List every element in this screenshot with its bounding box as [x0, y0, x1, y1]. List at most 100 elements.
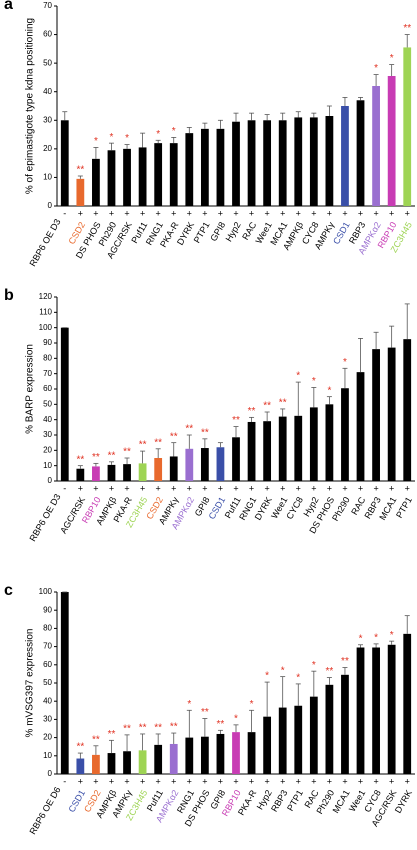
sign: + [389, 776, 394, 786]
y-tick-label: 30 [43, 430, 52, 439]
significance: * [327, 385, 331, 396]
y-tick-label: 30 [43, 115, 52, 124]
y-tick-label: 30 [43, 715, 52, 724]
y-tick-label: 40 [43, 696, 52, 705]
sign: + [124, 776, 129, 786]
bar [76, 758, 85, 774]
significance: ** [108, 729, 116, 740]
bar [200, 448, 209, 481]
significance: ** [201, 427, 209, 438]
y-tick-label: 60 [43, 30, 52, 39]
bar [232, 121, 240, 206]
bar [154, 744, 163, 774]
bar [60, 592, 69, 774]
y-tick-label: 100 [39, 323, 53, 332]
sign: + [327, 776, 332, 786]
sign: + [124, 208, 129, 218]
significance: ** [403, 23, 411, 34]
bar [341, 388, 349, 481]
significance: ** [170, 431, 178, 442]
bar [92, 466, 100, 481]
sign: - [63, 776, 66, 786]
y-tick-label: 0 [48, 769, 53, 778]
y-tick-label: 0 [48, 201, 53, 210]
bar [263, 421, 272, 481]
bar [341, 674, 349, 774]
bar [294, 705, 303, 774]
significance: ** [123, 447, 131, 458]
bar [403, 47, 412, 206]
bar [372, 86, 380, 206]
significance: * [296, 673, 300, 684]
bar [403, 633, 412, 774]
sign: + [373, 483, 378, 493]
y-tick-label: 70 [43, 369, 52, 378]
sign: + [156, 483, 161, 493]
sign: + [156, 208, 161, 218]
significance: * [281, 665, 285, 676]
significance: ** [92, 452, 100, 463]
y-tick-label: 20 [43, 733, 52, 742]
bar [356, 100, 365, 206]
panel-label: a [4, 0, 13, 13]
significance: * [156, 129, 160, 140]
bar [403, 339, 412, 481]
bar [356, 647, 365, 774]
bar [247, 421, 256, 481]
bar [216, 128, 225, 206]
bar [185, 737, 194, 774]
bar [185, 133, 194, 206]
significance: ** [201, 707, 209, 718]
bar [372, 647, 380, 774]
sign: + [218, 208, 223, 218]
sign: + [358, 208, 363, 218]
bar [309, 407, 318, 481]
bar [278, 416, 287, 481]
y-tick-label: 70 [43, 1, 52, 10]
significance: ** [123, 724, 131, 735]
panel-label: c [4, 582, 13, 599]
bar [92, 158, 100, 206]
y-axis-title: % of epimastigote type kdna positioning [25, 18, 36, 194]
y-tick-label: 60 [43, 660, 52, 669]
bar [309, 117, 318, 206]
y-tick-label: 40 [43, 415, 52, 424]
sign: + [202, 776, 207, 786]
y-tick-label: 10 [43, 173, 52, 182]
sign: + [171, 208, 176, 218]
y-tick-label: 20 [43, 144, 52, 153]
sign: + [233, 483, 238, 493]
y-tick-label: 100 [39, 587, 53, 596]
sign: + [140, 208, 145, 218]
sign: + [171, 483, 176, 493]
bar [294, 117, 303, 206]
significance: * [374, 63, 378, 74]
sign: + [358, 483, 363, 493]
bar [325, 404, 334, 481]
sign: + [249, 776, 254, 786]
sign: + [187, 776, 192, 786]
bar [200, 736, 209, 774]
sign: + [171, 776, 176, 786]
significance: ** [232, 415, 240, 426]
sign: + [78, 208, 83, 218]
bar [154, 458, 163, 481]
x-tick-label: PTP1 [394, 495, 414, 519]
y-axis-title: % BARP expression [25, 344, 36, 434]
significance: ** [76, 454, 84, 465]
significance: * [234, 714, 238, 725]
sign: + [264, 483, 269, 493]
sign: + [109, 208, 114, 218]
significance: * [390, 53, 394, 64]
sign: + [93, 776, 98, 786]
significance: * [172, 126, 176, 137]
bar [107, 753, 116, 774]
y-tick-label: 20 [43, 445, 52, 454]
sign: + [124, 483, 129, 493]
significance: ** [248, 406, 256, 417]
sign: + [218, 776, 223, 786]
bar [387, 76, 396, 206]
significance: ** [263, 401, 271, 412]
bar [123, 148, 131, 206]
